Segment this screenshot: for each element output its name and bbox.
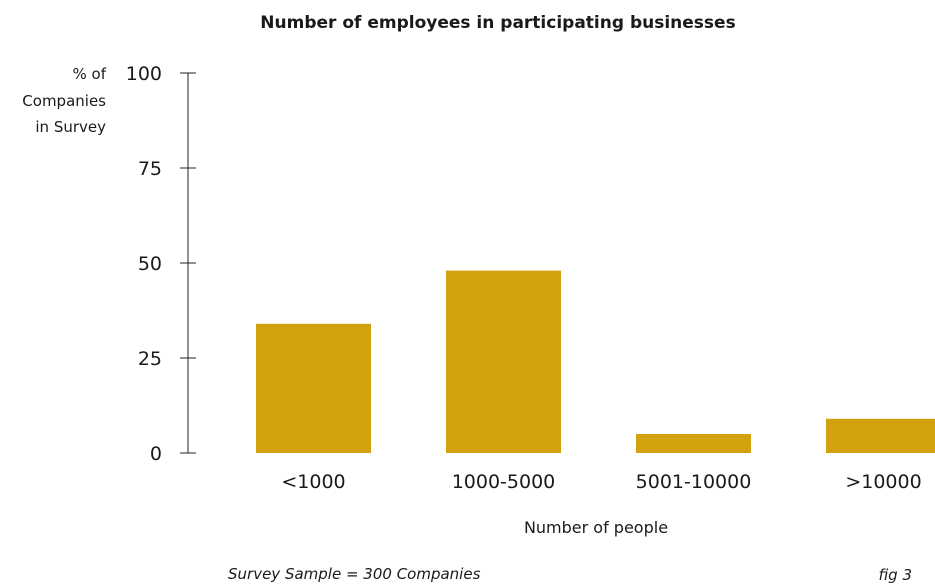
category-labels: <1000 1000-5000 5001-10000 >10000 [281, 471, 921, 493]
category-label: 5001-10000 [636, 471, 752, 493]
survey-sample-note: Survey Sample = 300 Companies [228, 565, 481, 583]
bars-group [256, 270, 935, 453]
chart-title: Number of employees in participating bus… [260, 13, 735, 33]
bar [256, 323, 371, 453]
y-tick-label: 25 [138, 348, 162, 370]
y-axis-label-line-1: % of [73, 65, 107, 83]
category-label: >10000 [845, 471, 921, 493]
x-axis-label: Number of people [524, 518, 668, 537]
y-axis-label-line-2: Companies [22, 92, 106, 110]
y-axis-ticks: 0 25 50 75 100 [126, 63, 196, 465]
y-axis-label-line-3: in Survey [35, 118, 106, 136]
y-tick-label: 100 [126, 63, 162, 85]
bar [826, 418, 935, 453]
bar [636, 434, 751, 453]
y-tick-label: 75 [138, 158, 162, 180]
y-tick-label: 50 [138, 253, 162, 275]
y-tick-label: 0 [150, 443, 162, 465]
bar [446, 270, 561, 453]
category-label: <1000 [281, 471, 345, 493]
figure-label: fig 3 [878, 566, 912, 584]
category-label: 1000-5000 [452, 471, 556, 493]
